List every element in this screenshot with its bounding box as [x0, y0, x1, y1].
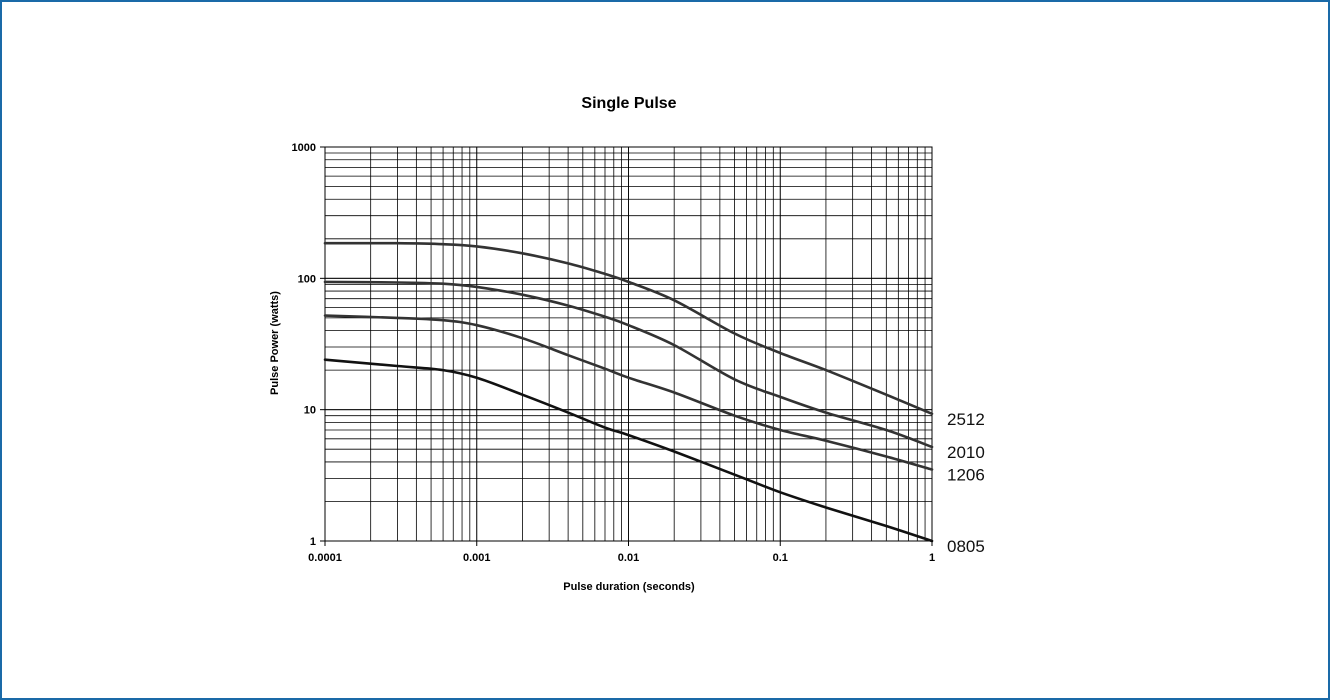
x-tick-label: 0.001: [463, 552, 491, 564]
series-line-2010: [323, 280, 934, 449]
x-tick-label: 0.0001: [308, 552, 342, 564]
y-tick-label: 1: [310, 536, 316, 548]
chart-title: Single Pulse: [581, 95, 676, 112]
series-line-2512: [323, 241, 934, 416]
x-tick-label: 1: [929, 552, 935, 564]
x-tick-label: 0.01: [618, 552, 639, 564]
x-axis-label: Pulse duration (seconds): [563, 581, 695, 593]
series-label-2512: 2512: [947, 410, 985, 429]
y-axis-label: Pulse Power (watts): [269, 291, 281, 395]
series-label-0805: 0805: [947, 537, 985, 556]
y-tick-label: 100: [298, 273, 316, 285]
series-lines: [323, 241, 934, 543]
series-label-1206: 1206: [947, 466, 985, 485]
y-tick-label: 1000: [292, 142, 316, 154]
series-label-2010: 2010: [947, 443, 985, 462]
y-tick-label: 10: [304, 405, 316, 417]
series-line-0805: [323, 358, 934, 543]
pulse-power-chart: Single Pulse 0.0001 0.001 0.01 0.1 1 1 10 100 10…: [269, 95, 985, 593]
series-labels: 2512 2010 1206 0805: [947, 410, 985, 556]
chart-grid: [324, 146, 933, 542]
x-tick-label: 0.1: [773, 552, 788, 564]
series-line-1206: [323, 314, 934, 471]
tick-labels: 0.0001 0.001 0.01 0.1 1 1 10 100 1000: [292, 142, 936, 564]
